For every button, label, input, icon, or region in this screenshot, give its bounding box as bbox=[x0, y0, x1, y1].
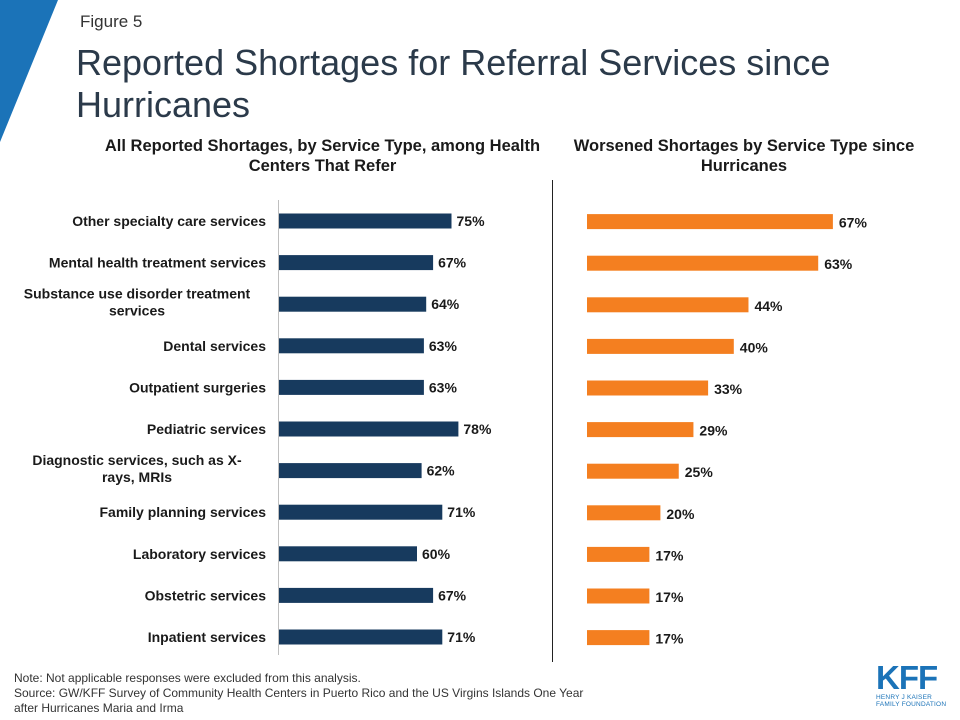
right-bar bbox=[587, 505, 661, 521]
left-value-label: 60% bbox=[422, 546, 451, 562]
right-value-label: 40% bbox=[740, 339, 769, 355]
right-bar bbox=[587, 546, 650, 562]
note-line: after Hurricanes Maria and Irma bbox=[14, 701, 184, 715]
right-value-label: 17% bbox=[655, 589, 684, 605]
category-label: Obstetric services bbox=[145, 587, 267, 603]
right-bar bbox=[587, 630, 650, 646]
left-bar bbox=[279, 546, 417, 562]
corner-accent-shape bbox=[0, 0, 58, 142]
right-chart-bars: 67% 63% 44% 40% 33% 29% 25% 20% 17% 17% 17% bbox=[587, 214, 868, 647]
left-bar bbox=[279, 587, 434, 603]
left-chart-bars: 75% Other specialty care services 67% Menta… bbox=[24, 213, 492, 645]
category-label: Other specialty care services bbox=[72, 213, 266, 229]
note-line: Note: Not applicable responses were excl… bbox=[14, 671, 361, 685]
right-value-label: 63% bbox=[824, 256, 853, 272]
right-chart-title: Worsened Shortages by Service Type since… bbox=[573, 137, 915, 175]
category-label: Laboratory services bbox=[133, 546, 266, 562]
left-value-label: 71% bbox=[447, 629, 476, 645]
category-label: Diagnostic services, such as X-rays, MRI… bbox=[32, 452, 242, 485]
left-bar bbox=[279, 463, 422, 479]
logo-line: HENRY J KAISER bbox=[876, 694, 933, 701]
logo-line: FAMILY FOUNDATION bbox=[876, 701, 947, 708]
logo-mark: KFF bbox=[876, 659, 938, 696]
right-bar bbox=[587, 338, 734, 354]
left-value-label: 67% bbox=[438, 587, 467, 603]
source-note: Note: Not applicable responses were excl… bbox=[14, 671, 664, 716]
category-label: Dental services bbox=[163, 338, 266, 354]
figure-label: Figure 5 bbox=[80, 12, 143, 31]
kff-logo: KFF HENRY J KAISER FAMILY FOUNDATION bbox=[876, 659, 947, 708]
right-bar bbox=[587, 255, 819, 271]
left-value-label: 63% bbox=[429, 379, 458, 395]
left-bar bbox=[279, 296, 427, 312]
left-bar bbox=[279, 629, 443, 645]
right-bar bbox=[587, 463, 679, 479]
right-value-label: 67% bbox=[839, 215, 868, 231]
right-value-label: 20% bbox=[666, 506, 695, 522]
left-value-label: 71% bbox=[447, 504, 476, 520]
left-bar bbox=[279, 255, 434, 271]
left-bar bbox=[279, 379, 424, 395]
right-value-label: 29% bbox=[699, 423, 728, 439]
left-bar bbox=[279, 421, 459, 437]
left-chart-title: All Reported Shortages, by Service Type,… bbox=[104, 137, 541, 175]
category-label: Pediatric services bbox=[147, 421, 266, 437]
right-bar bbox=[587, 588, 650, 604]
right-bar bbox=[587, 422, 694, 438]
right-value-label: 25% bbox=[685, 464, 714, 480]
left-value-label: 78% bbox=[463, 421, 492, 437]
right-value-label: 33% bbox=[714, 381, 743, 397]
right-value-label: 17% bbox=[655, 631, 684, 647]
right-value-label: 17% bbox=[655, 547, 684, 563]
left-value-label: 67% bbox=[438, 255, 467, 271]
right-value-label: 44% bbox=[754, 298, 783, 314]
left-value-label: 75% bbox=[457, 213, 486, 229]
left-bar bbox=[279, 504, 443, 520]
left-value-label: 62% bbox=[427, 463, 456, 479]
left-value-label: 63% bbox=[429, 338, 458, 354]
right-bar bbox=[587, 214, 833, 230]
chart-divider bbox=[552, 180, 553, 662]
category-label: Mental health treatment services bbox=[49, 255, 266, 271]
category-label: Family planning services bbox=[99, 504, 266, 520]
note-line: Source: GW/KFF Survey of Community Healt… bbox=[14, 686, 584, 700]
category-label: Substance use disorder treatment services bbox=[24, 286, 251, 319]
category-label: Outpatient surgeries bbox=[129, 379, 266, 395]
category-label: Inpatient services bbox=[148, 629, 266, 645]
left-value-label: 64% bbox=[431, 296, 460, 312]
right-bar bbox=[587, 380, 709, 396]
right-bar bbox=[587, 297, 749, 313]
left-bar bbox=[279, 338, 424, 354]
page-title: Reported Shortages for Referral Services… bbox=[76, 42, 831, 125]
left-bar bbox=[279, 213, 452, 229]
